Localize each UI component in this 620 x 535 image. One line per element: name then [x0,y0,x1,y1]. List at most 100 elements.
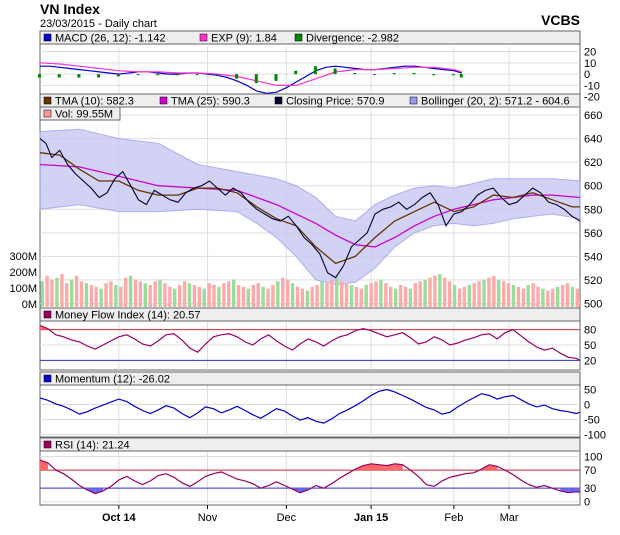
volume-bar [457,288,462,307]
legend-entry: Momentum (12): -26.02 [55,374,170,386]
volume-bar [477,281,481,307]
rsi-overbought-fill [378,464,387,471]
rsi-overbought-fill [489,464,498,471]
divergence-bar [235,74,239,79]
volume-bar [482,279,486,307]
volume-bar [511,285,516,307]
rsi-tick-label: 0 [584,497,590,509]
closing-price-line [39,138,581,279]
volume-tick-label: 100M [9,283,37,295]
momentum-legend-strip [39,371,581,386]
volume-bar [335,277,339,307]
volume-bar [133,279,138,307]
volume-bar [55,277,59,307]
price-tick-label: 640 [584,134,602,146]
divergence-bar [77,74,81,78]
x-tick-label: Jan 15 [354,512,388,524]
x-tick-label: Mar [500,512,519,524]
volume-bar [354,286,359,307]
divergence-bar [373,74,377,76]
rsi-overbought-fill [371,463,379,471]
volume-bar [575,288,579,307]
legend-entry: Vol: 99.55M [55,109,113,121]
volume-bar [153,281,157,307]
volume-bar [182,281,187,307]
price-tick-label: 660 [584,110,602,122]
divergence-bar [313,66,317,75]
volume-bar [374,281,378,307]
x-tick-label: Dec [277,512,297,524]
volume-bar [285,279,290,307]
volume-bar [423,279,427,307]
volume-bar [281,277,285,307]
divergence-bar [451,74,455,76]
volume-bar [330,279,334,307]
x-tick-label: Nov [198,512,218,524]
divergence-bar [459,74,463,78]
volume-bar [45,275,49,307]
volume-bar [119,286,123,307]
rsi-tick-label: 100 [584,452,602,464]
volume-bar [472,283,476,307]
volume-bar [403,286,408,307]
volume-bar [487,277,491,307]
legend-entry: Closing Price: 570.9 [286,96,384,108]
divergence-bar [333,68,337,75]
rsi-legend-strip [39,437,581,452]
volume-tick-label: 0M [22,299,37,311]
macd-legend-strip [39,30,581,45]
volume-bar [236,285,241,307]
volume-bar [271,285,275,307]
legend-swatch [43,33,52,42]
volume-bar [551,288,555,307]
volume-bar [207,283,211,307]
price-tick-label: 520 [584,275,602,287]
legend-swatch [43,96,52,105]
volume-bar [290,283,295,307]
mfi-panel: 80 50 20 Money Flow Index (14): 20.57 [39,307,596,371]
volume-bar [546,290,550,307]
brand-label: VCBS [541,12,580,28]
volume-bar [531,283,535,307]
legend-swatch [43,310,52,319]
price-legend-strip [39,93,581,108]
volume-bar [501,281,506,307]
macd-line [40,65,462,94]
volume-bar [202,288,206,307]
x-tick-label: Feb [444,512,463,524]
rsi-oversold-fill [560,488,569,493]
volume-bar [168,286,172,307]
price-panel: 660 640 620 600 580 560 540 520 500 300M 200M 100M 0… [9,93,602,311]
volume-bar [40,281,44,307]
divergence-bar [215,74,219,76]
volume-bar [128,275,133,307]
volume-bar [393,288,398,307]
macd-tick-label: 20 [584,47,596,59]
price-tick-label: 540 [584,251,602,263]
macd-tick-label: 10 [584,58,596,70]
divergence-bar [57,74,61,78]
legend-entry: Bollinger (20, 2): 571.2 - 604.6 [421,96,570,108]
momentum-line [39,388,581,424]
legend-swatch [43,109,52,118]
volume-bar [197,286,201,307]
volume-bar [295,286,300,307]
divergence-bar [392,73,396,75]
volume-bar [555,286,560,307]
volume-bar [379,279,383,307]
rsi-overbought-fill [394,463,403,471]
volume-bar [467,285,471,307]
volume-bar [65,283,69,307]
volume-bar [79,281,84,307]
volume-bar [438,274,442,307]
volume-bar [246,288,251,307]
volume-bar [506,283,511,307]
legend-entry: Divergence: -2.982 [306,33,399,45]
volume-bar [177,285,182,307]
volume-bar [570,286,575,307]
legend-swatch [199,33,208,42]
legend-entry: TMA (10): 582.3 [55,96,134,108]
volume-bar [443,277,447,307]
